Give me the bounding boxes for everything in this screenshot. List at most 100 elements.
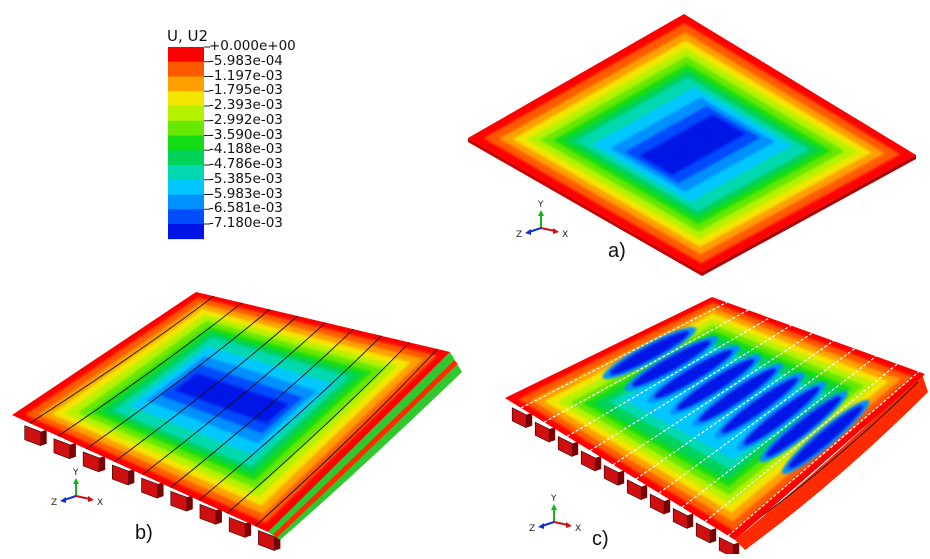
stiffener-rib (511, 407, 527, 429)
legend-swatch (168, 165, 204, 181)
stiffener-rib (170, 490, 188, 512)
triad-x-label: X (97, 498, 103, 508)
triad-y-arrow (538, 210, 544, 216)
stiffener-line (114, 315, 298, 463)
plate-b-side-edge (273, 360, 458, 538)
triad-z-arrow (60, 497, 66, 503)
triad-x-axis (540, 227, 556, 232)
legend-entry-label: -7.180e-03 (209, 215, 283, 231)
plate-c-blob-core (743, 386, 820, 446)
stiffener-rib-side (128, 469, 135, 486)
stiffener-line (254, 348, 438, 527)
stiffener-rib (199, 503, 217, 525)
triad-z-label: Z (51, 498, 57, 508)
legend-entry-label: +0.000e+00 (209, 38, 296, 54)
triad-x-axis (553, 521, 569, 526)
stiffener-rib-side (99, 455, 106, 472)
legend-swatch (168, 91, 204, 107)
triad-x-arrow (553, 228, 559, 234)
stiffener-rib (695, 522, 711, 544)
legend-swatch (168, 135, 204, 151)
stiffener-line (170, 328, 354, 488)
triad-z-arrow (525, 229, 531, 235)
stiffener-rib-side (595, 455, 602, 471)
stiffener-rib-side (245, 521, 252, 538)
legend-swatch (168, 76, 204, 92)
plate-a-contour (468, 14, 916, 276)
legend-entry-label: -2.393e-03 (209, 97, 283, 113)
panel-label-c: c) (592, 528, 609, 550)
stiffener-line (142, 322, 326, 476)
stiffener-line (57, 302, 243, 437)
plate-c-blob-core (721, 377, 798, 434)
plate-b-contour (12, 292, 462, 552)
legend-swatch (168, 194, 204, 210)
stiffener-line (85, 309, 270, 450)
triad-z-label: Z (516, 230, 522, 240)
stiffener-rib (626, 479, 642, 501)
triad-x-label: X (562, 230, 568, 240)
triad-y-label: Y (550, 494, 557, 504)
plate-c-blob-core (654, 349, 733, 399)
stiffener-rib-side (641, 484, 648, 500)
plate-a-edge (702, 155, 916, 276)
legend-title: U, U2 (167, 27, 209, 45)
triad-z-arrow (538, 523, 544, 529)
stiffener-line (566, 317, 770, 437)
stiffener-rib-side (664, 499, 671, 515)
legend-swatch (168, 106, 204, 122)
plate-c-contour (505, 297, 928, 558)
stiffener-line (635, 340, 834, 480)
stiffener-rib-side (215, 508, 222, 525)
legend-swatch (168, 209, 204, 225)
stiffener-rib-side (733, 542, 740, 558)
legend-swatch (168, 120, 204, 136)
triad-x-axis (75, 495, 91, 500)
legend-swatch (168, 179, 204, 195)
stiffener-line (589, 324, 792, 452)
stiffener-line (658, 348, 856, 494)
legend-swatch (168, 61, 204, 77)
stiffener-line (520, 301, 728, 409)
stiffener-rib-side (186, 495, 193, 512)
legend-swatch (168, 224, 204, 240)
stiffener-line (29, 295, 215, 424)
legend-entry-label: -4.786e-03 (209, 156, 283, 172)
plate-c-blob-core (609, 331, 690, 375)
stiffener-rib (141, 477, 158, 499)
stiffener-rib (24, 425, 41, 447)
stiffener-rib-side (526, 412, 533, 428)
triad-y-label: Y (537, 200, 544, 210)
stiffener-line (704, 363, 898, 523)
stiffener-rib-side (40, 429, 47, 446)
plate-b-side (268, 352, 462, 540)
stiffener-rib (228, 517, 246, 538)
triad-y-label: Y (72, 468, 79, 478)
panel-label-b: b) (135, 522, 153, 544)
stiffener-line (226, 342, 410, 514)
legend-entry-label: -5.983e-03 (209, 185, 283, 202)
stiffener-rib (112, 464, 129, 486)
triad-z-label: Z (529, 524, 535, 534)
stiffener-line (727, 371, 920, 537)
stiffener-rib-side (687, 513, 694, 529)
stiffener-rib (672, 508, 688, 530)
stiffener-rib-side (549, 427, 556, 443)
legend-entry-label: -5.385e-03 (209, 170, 283, 187)
stiffener-rib (649, 493, 665, 515)
legend-entry-label: -5.983e-04 (209, 52, 283, 69)
legend-swatch (168, 150, 204, 166)
legend-color-bar (168, 46, 210, 240)
stiffener-rib (557, 436, 573, 458)
legend-entry-label: -3.590e-03 (209, 126, 283, 143)
axis-triads: Y X Z Y X Z Y X Z (51, 200, 581, 534)
plate-c-blob-core (766, 396, 842, 457)
legend-entry-label: -1.795e-03 (209, 82, 283, 99)
stiffener-line (198, 335, 382, 501)
triad-x-arrow (88, 496, 94, 502)
plate-c-blob-core (676, 359, 755, 410)
stiffener-rib (534, 421, 550, 443)
triad-y-arrow (73, 478, 79, 484)
